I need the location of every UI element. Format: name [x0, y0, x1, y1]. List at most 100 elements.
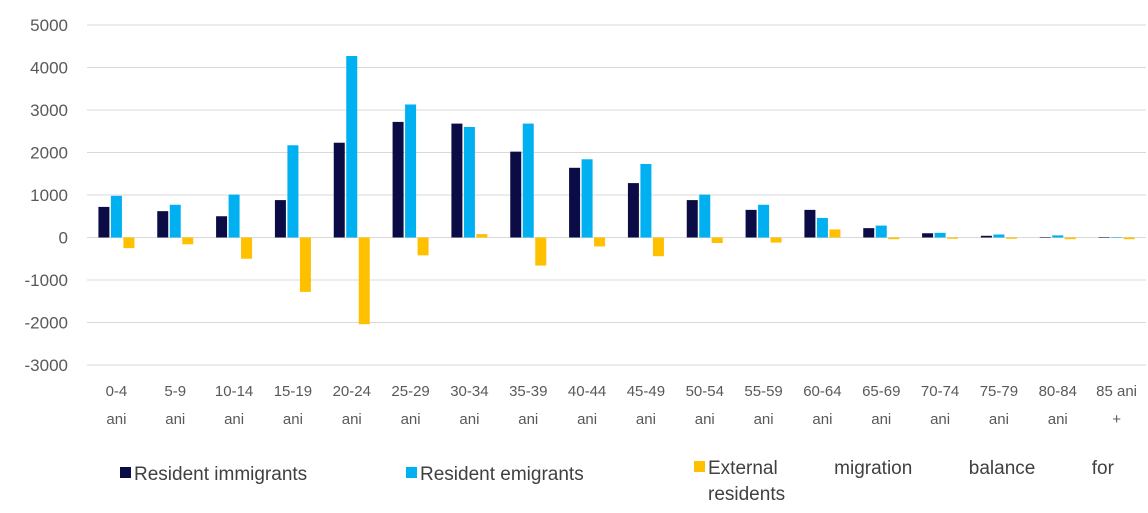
x-tick-label: ani	[401, 411, 421, 428]
bar-immigrants	[1098, 237, 1110, 238]
bar-emigrants	[169, 204, 181, 238]
bar-emigrants	[1052, 235, 1064, 238]
x-tick-label: 85 ani	[1096, 383, 1137, 400]
bar-balance	[123, 237, 135, 249]
bar-emigrants	[816, 217, 828, 238]
y-tick-label: -1000	[25, 271, 68, 290]
x-tick-label: ani	[930, 411, 950, 428]
x-tick-label: ani	[577, 411, 597, 428]
x-tick-label: 75-79	[980, 383, 1018, 400]
legend-label: Resident emigrants	[420, 464, 584, 485]
x-tick-label: 0-4	[106, 383, 128, 400]
bar-immigrants	[745, 209, 757, 238]
x-tick-label: 50-54	[686, 383, 724, 400]
bar-immigrants	[804, 209, 816, 238]
bar-emigrants	[1111, 237, 1123, 238]
x-tick-label: 55-59	[744, 383, 782, 400]
bar-balance	[1123, 237, 1135, 240]
bar-emigrants	[228, 194, 240, 238]
y-tick-label: 0	[59, 229, 68, 248]
bar-balance	[476, 234, 488, 238]
bar-emigrants	[993, 234, 1005, 238]
legend-label-word: migration	[834, 458, 913, 479]
x-tick-label: ani	[165, 411, 185, 428]
legend-swatch-balance	[694, 461, 705, 472]
x-tick-label: 30-34	[450, 383, 488, 400]
bar-immigrants	[274, 200, 286, 238]
bar-immigrants	[1039, 237, 1051, 238]
bar-balance	[770, 237, 782, 243]
bar-balance	[417, 237, 429, 256]
x-tick-label: 5-9	[164, 383, 186, 400]
bar-immigrants	[863, 228, 875, 238]
bar-emigrants	[875, 225, 887, 238]
x-tick-label: 80-84	[1039, 383, 1077, 400]
bar-emigrants	[405, 104, 417, 238]
bar-emigrants	[758, 204, 770, 238]
bar-immigrants	[686, 200, 698, 238]
bar-chart: 5000 4000 3000 2000 1000 0 -1000 -2000 -3000 0-4 a…	[25, 16, 1146, 428]
bar-emigrants	[581, 159, 593, 238]
x-tick-label: ani	[1048, 411, 1068, 428]
bar-balance	[829, 229, 841, 238]
x-tick-label: ani	[695, 411, 715, 428]
legend-item-resident-immigrants: Resident immigrants	[120, 464, 307, 486]
bar-balance	[947, 237, 959, 239]
x-tick-label: +	[1112, 411, 1121, 428]
bar-immigrants	[98, 206, 110, 238]
bar-emigrants	[346, 56, 358, 238]
bar-immigrants	[392, 121, 404, 238]
legend-label-word: External	[708, 458, 778, 479]
legend: Resident immigrants Resident emigrants E…	[0, 458, 1148, 513]
bar-emigrants	[640, 163, 652, 238]
legend-swatch-immigrants	[120, 467, 131, 478]
x-tick-label: ani	[224, 411, 244, 428]
y-tick-label: 3000	[30, 101, 68, 120]
y-tick-label: -2000	[25, 314, 68, 333]
bar-immigrants	[216, 216, 228, 238]
x-tick-label: ani	[459, 411, 479, 428]
x-tick-label: ani	[754, 411, 774, 428]
x-tick-label: ani	[283, 411, 303, 428]
bar-emigrants	[522, 123, 534, 238]
y-tick-label: 1000	[30, 186, 68, 205]
bar-balance	[535, 237, 547, 266]
bar-immigrants	[627, 183, 639, 238]
x-tick-label: ani	[989, 411, 1009, 428]
bar-balance	[1005, 237, 1017, 239]
y-tick-label: 4000	[30, 59, 68, 78]
x-tick-label: 65-69	[862, 383, 900, 400]
bar-emigrants	[287, 145, 299, 238]
x-tick-label: ani	[871, 411, 891, 428]
x-tick-label: ani	[518, 411, 538, 428]
x-tick-label: 35-39	[509, 383, 547, 400]
x-tick-label: 25-29	[391, 383, 429, 400]
x-tick-label: ani	[636, 411, 656, 428]
bar-balance	[594, 237, 606, 247]
legend-item-migration-balance: External migration balance for residents	[694, 458, 1114, 506]
bar-immigrants	[922, 233, 934, 238]
bar-emigrants	[699, 194, 711, 238]
x-tick-label: 10-14	[215, 383, 253, 400]
x-tick-label: ani	[106, 411, 126, 428]
legend-swatch-emigrants	[406, 467, 417, 478]
bar-immigrants	[451, 123, 463, 238]
bar-immigrants	[157, 211, 169, 238]
legend-item-resident-emigrants: Resident emigrants	[406, 464, 584, 486]
bar-immigrants	[510, 151, 522, 238]
x-tick-label: ani	[812, 411, 832, 428]
bar-balance	[241, 237, 253, 259]
x-tick-label: 40-44	[568, 383, 606, 400]
bar-emigrants	[463, 127, 475, 238]
bar-balance	[299, 237, 311, 292]
bar-immigrants	[569, 167, 581, 238]
bar-balance	[888, 237, 900, 240]
bar-balance	[711, 237, 723, 244]
x-tick-label: 20-24	[333, 383, 371, 400]
y-tick-label: -3000	[25, 356, 68, 375]
bar-balance	[652, 237, 664, 257]
legend-label-word: balance	[968, 458, 1036, 479]
bar-balance	[182, 237, 194, 245]
bar-emigrants	[110, 195, 122, 238]
legend-label: Resident immigrants	[134, 464, 308, 485]
